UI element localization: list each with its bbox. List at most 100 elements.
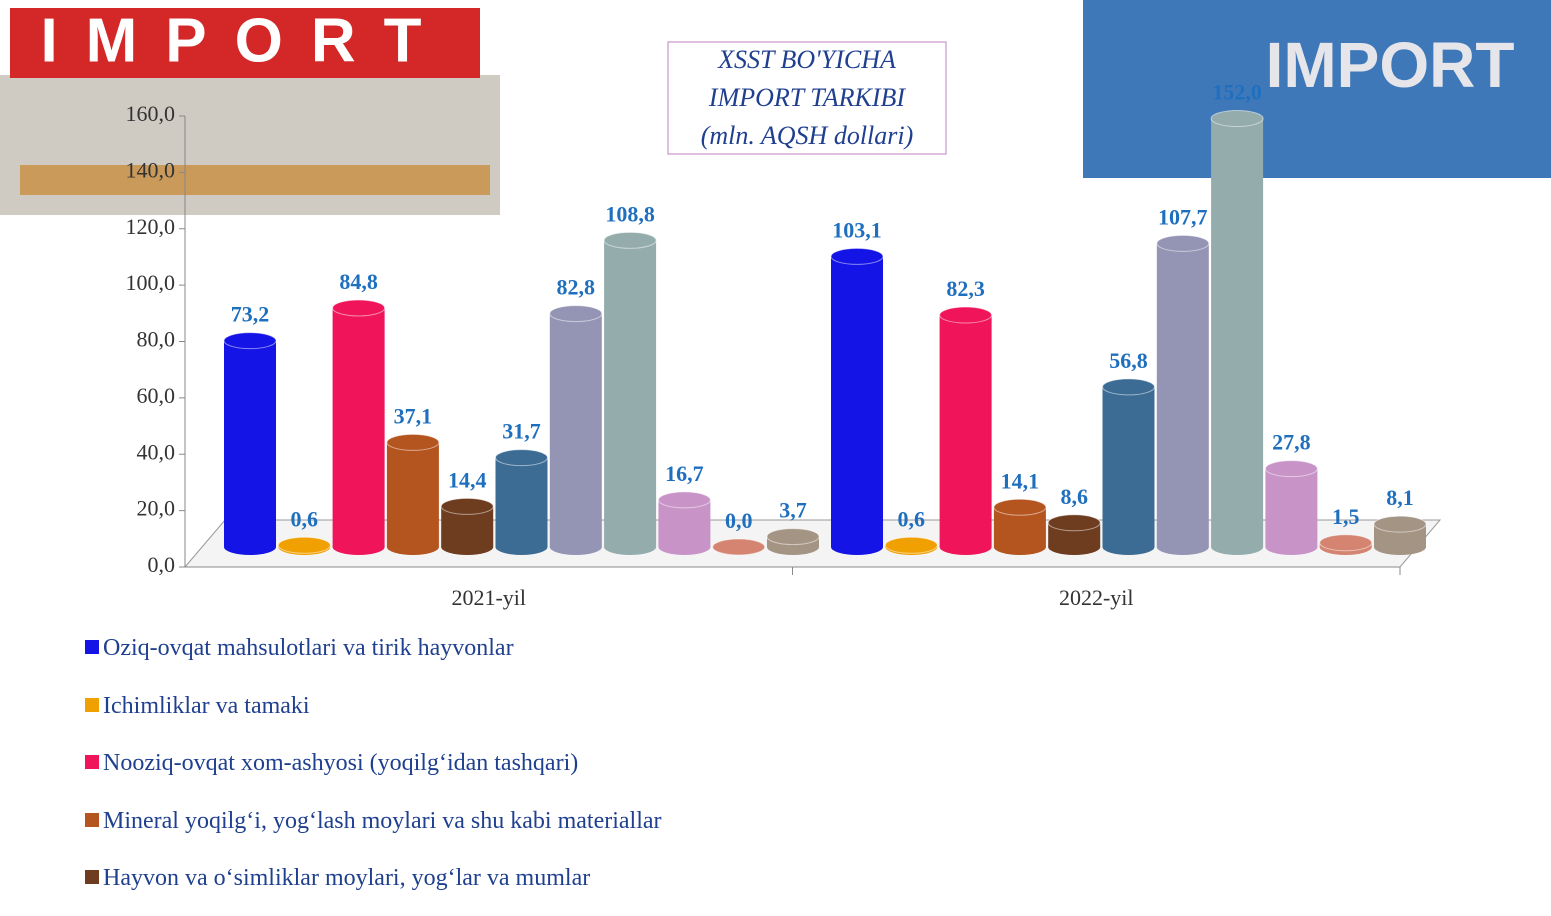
bar [1373,515,1427,555]
y-tick-label: 60,0 [137,383,176,408]
value-label: 152,0 [1212,80,1262,105]
bar-part [939,315,992,547]
y-tick-label: 140,0 [126,157,176,182]
legend-swatch [85,640,99,654]
bar [386,433,440,555]
bar-part [766,528,820,546]
bar [766,528,820,555]
value-label: 73,2 [231,302,270,327]
y-tick-label: 40,0 [137,439,176,464]
bar-part [332,307,385,547]
bar-part [604,240,657,547]
bar [884,536,938,555]
legend-item: Oziq-ovqat mahsulotlari va tirik hayvonl… [85,636,514,660]
legend-item: Ichimliklar va tamaki [85,694,310,718]
bar-part [223,332,277,350]
bar [1210,110,1264,555]
bar [223,332,277,555]
x-tick-label: 2021-yil [451,585,526,610]
bar-part [549,305,603,323]
bar [277,536,331,555]
decor-text: IMPORT [40,6,449,75]
value-label: 37,1 [394,403,433,428]
bar-part [1156,243,1209,547]
bar [440,497,494,555]
value-label: 0,6 [291,506,319,531]
value-label: 8,6 [1060,484,1088,509]
chart-title: IMPORT TARKIBI [708,83,907,112]
bar-part [1156,234,1210,252]
value-label: 0,6 [898,506,926,531]
y-tick-label: 80,0 [137,327,176,352]
x-tick-label: 2022-yil [1059,585,1134,610]
bar [939,306,993,555]
value-label: 3,7 [779,498,807,523]
bar-part [224,340,276,547]
bar-part [993,498,1047,516]
y-tick-label: 120,0 [126,214,176,239]
y-tick-label: 0,0 [148,552,176,577]
bar-part [495,449,548,467]
title-box [667,41,947,155]
legend-label: Hayvon va o‘simliklar moylari, yog‘lar v… [103,865,591,891]
legend-swatch [85,870,99,884]
legend-item: Mineral yoqilg‘i, yog‘lash moylari va sh… [85,809,662,833]
chart-title: (mln. AQSH dollari) [701,121,914,150]
bar-part [1211,118,1264,548]
import-picture-left: IMPORT [0,6,500,215]
y-tick-label: 20,0 [137,496,176,521]
bar-part [549,313,602,547]
bar [1047,514,1101,555]
bar [657,491,711,555]
import-picture-right: IMPORT [1083,0,1551,178]
value-label: 8,1 [1386,485,1414,510]
legend-label: Ichimliklar va tamaki [103,692,310,719]
legend-swatch [85,812,99,827]
bar-part [495,457,548,547]
value-label: 16,7 [665,461,704,486]
bar-part [1319,534,1373,552]
bar-part [603,231,657,249]
value-label: 82,3 [946,276,985,301]
legend-item: Nooziq-ovqat xom-ashyosi (yoqilg‘idan ta… [85,751,578,775]
legend-label: Nooziq-ovqat xom-ashyosi (yoqilg‘idan ta… [103,750,579,776]
bar-part [1373,515,1427,533]
bar-part [1102,386,1155,547]
bar-part [830,247,884,265]
value-label: 1,5 [1332,504,1360,529]
bar [549,305,603,555]
bar [993,498,1047,555]
bar [712,538,766,556]
bar-part [1265,468,1318,547]
bar-part [1210,110,1264,128]
legend-label: Oziq-ovqat mahsulotlari va tirik hayvonl… [103,635,514,661]
bar-part [1047,514,1101,532]
bar-part [1264,460,1318,478]
bar [332,299,386,555]
value-label: 82,8 [557,275,596,300]
bar-part [712,538,766,556]
value-label: 56,8 [1109,348,1148,373]
bar-part [939,306,993,324]
value-label: 84,8 [339,269,378,294]
legend-item: Hayvon va o‘simliklar moylari, yog‘lar v… [85,866,590,890]
value-label: 103,1 [832,217,882,242]
value-label: 27,8 [1272,430,1311,455]
bar [495,449,548,555]
y-tick-label: 160,0 [126,101,176,126]
legend-swatch [85,755,99,769]
value-label: 108,8 [605,201,655,226]
legend-swatch [85,697,99,712]
legend-label: Mineral yoqilg‘i, yog‘lash moylari va sh… [103,807,662,834]
chart-title: XSST BO'YICHA [717,45,896,74]
y-tick-label: 100,0 [126,270,176,295]
bar-part [440,497,494,515]
decor-text: IMPORT [1266,29,1515,101]
bar-part [277,536,331,554]
bar-part [1102,378,1155,396]
bar [830,247,884,555]
bar-part [884,536,938,554]
value-label: 31,7 [502,419,541,444]
